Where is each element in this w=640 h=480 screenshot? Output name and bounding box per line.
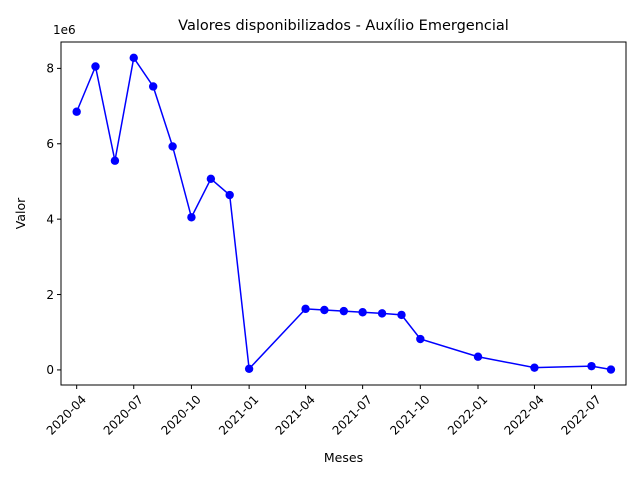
data-point bbox=[358, 308, 367, 317]
data-point bbox=[244, 364, 254, 373]
x-tick-label: 2021-10 bbox=[387, 392, 432, 437]
data-point bbox=[110, 156, 120, 165]
data-point bbox=[72, 107, 81, 116]
x-tick-label: 2022-07 bbox=[558, 392, 603, 437]
series-line bbox=[75, 55, 612, 371]
data-point bbox=[606, 365, 616, 374]
y-tick-label: 6 bbox=[46, 137, 54, 151]
data-point bbox=[225, 190, 234, 200]
x-tick-label: 2020-07 bbox=[101, 392, 146, 437]
data-point bbox=[416, 334, 425, 344]
data-point bbox=[91, 62, 100, 71]
data-point bbox=[301, 304, 310, 314]
data-point bbox=[530, 363, 539, 372]
x-tick-label: 2021-07 bbox=[330, 392, 375, 437]
data-point bbox=[206, 174, 216, 184]
y-axis: 0 2 4 6 8 bbox=[46, 62, 61, 377]
axes-frame bbox=[60, 41, 627, 386]
y-axis-label: Valor bbox=[13, 197, 28, 229]
y-tick-label: 0 bbox=[46, 363, 54, 377]
data-point bbox=[168, 142, 177, 151]
data-point bbox=[129, 53, 138, 63]
chart-title: Valores disponibilizados - Auxílio Emerg… bbox=[178, 18, 509, 34]
y-tick-label: 4 bbox=[46, 212, 54, 226]
x-axis-label: Meses bbox=[324, 450, 363, 465]
y-tick-label: 8 bbox=[46, 62, 54, 76]
x-tick-label: 2022-01 bbox=[445, 392, 490, 437]
x-tick-label: 2020-10 bbox=[158, 392, 203, 437]
data-point bbox=[473, 352, 483, 361]
x-axis: 2020-04 2020-07 2020-10 2021-01 2021-04 2021-… bbox=[44, 385, 604, 438]
data-point bbox=[187, 213, 196, 222]
y-offset-label: 1e6 bbox=[53, 23, 76, 37]
plot-area bbox=[72, 53, 616, 374]
data-point bbox=[587, 361, 596, 371]
data-point bbox=[320, 305, 329, 315]
x-tick-label: 2021-01 bbox=[216, 392, 261, 437]
x-tick-label: 2021-04 bbox=[273, 392, 318, 437]
data-point bbox=[377, 309, 387, 318]
data-point bbox=[148, 82, 158, 91]
y-tick-label: 2 bbox=[46, 288, 54, 302]
x-tick-label: 2020-04 bbox=[44, 392, 89, 437]
data-point bbox=[397, 310, 406, 320]
data-point bbox=[339, 306, 349, 316]
x-tick-label: 2022-04 bbox=[501, 392, 546, 437]
